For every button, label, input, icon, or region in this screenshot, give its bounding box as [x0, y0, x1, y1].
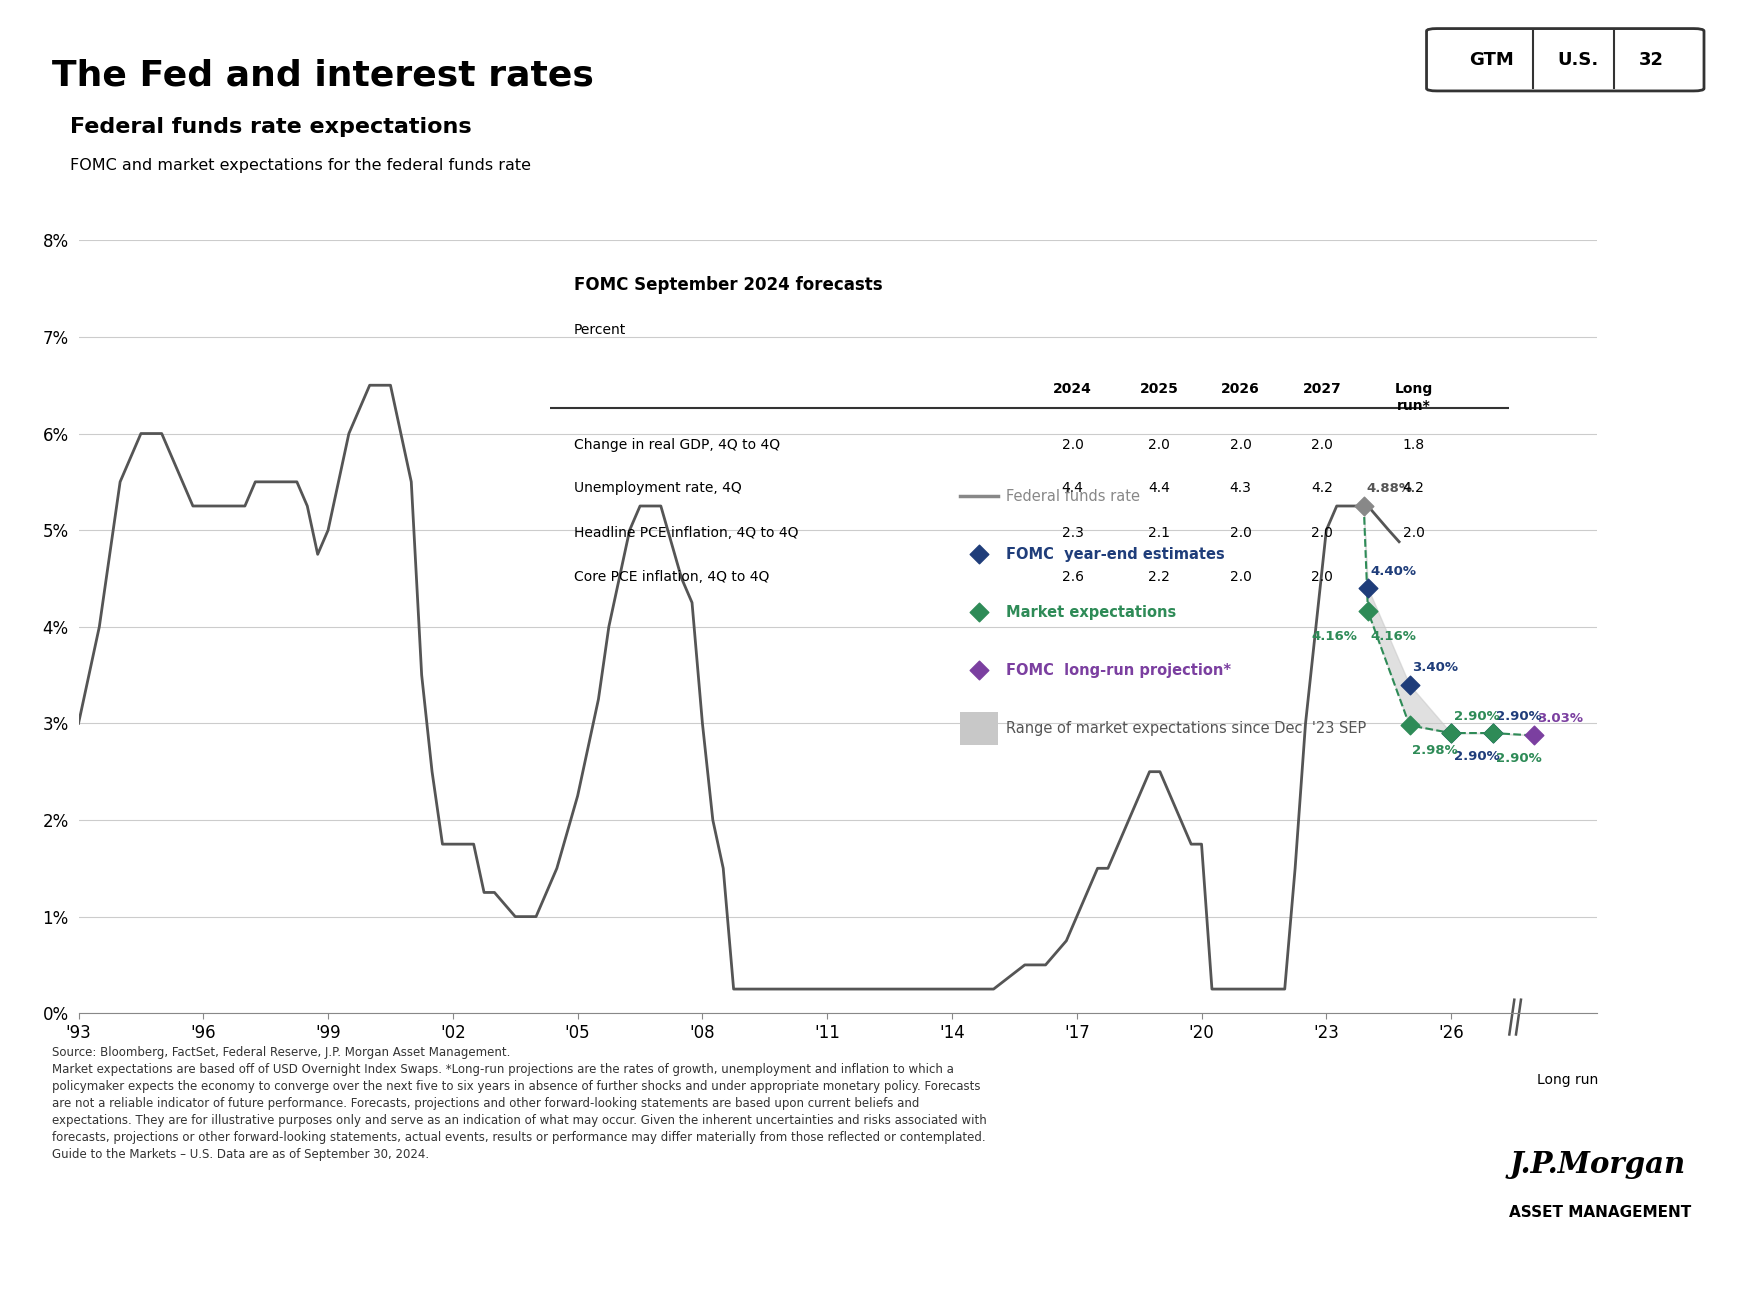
Point — [1354, 601, 1382, 622]
FancyBboxPatch shape — [1426, 29, 1703, 91]
Text: Federal funds rate expectations: Federal funds rate expectations — [70, 117, 471, 136]
Point — [1354, 578, 1382, 599]
Text: 4.2: 4.2 — [1310, 481, 1333, 495]
Text: 32: 32 — [1639, 51, 1665, 69]
Text: Unemployment rate, 4Q: Unemployment rate, 4Q — [574, 481, 742, 495]
Point — [1396, 674, 1424, 695]
Text: Change in real GDP, 4Q to 4Q: Change in real GDP, 4Q to 4Q — [574, 438, 780, 452]
Text: 2.0: 2.0 — [1403, 526, 1424, 539]
Text: 2.90%: 2.90% — [1495, 752, 1541, 765]
Text: 2026: 2026 — [1222, 382, 1260, 396]
Text: 4.4: 4.4 — [1061, 481, 1084, 495]
Text: 2.90%: 2.90% — [1454, 750, 1499, 763]
Text: The Fed and interest rates: The Fed and interest rates — [52, 58, 595, 92]
Text: Core PCE inflation, 4Q to 4Q: Core PCE inflation, 4Q to 4Q — [574, 570, 770, 585]
Text: Headline PCE inflation, 4Q to 4Q: Headline PCE inflation, 4Q to 4Q — [574, 526, 797, 539]
Text: 2.0: 2.0 — [1310, 570, 1333, 585]
Text: 2.6: 2.6 — [1061, 570, 1084, 585]
Text: FOMC  long-run projection*: FOMC long-run projection* — [1007, 662, 1232, 678]
Text: Market expectations: Market expectations — [1007, 605, 1176, 620]
Text: ASSET MANAGEMENT: ASSET MANAGEMENT — [1509, 1205, 1691, 1221]
Text: 2.0: 2.0 — [1061, 438, 1084, 452]
Point — [965, 660, 993, 681]
Text: 4.4: 4.4 — [1148, 481, 1171, 495]
Text: 2.0: 2.0 — [1230, 438, 1251, 452]
Point — [1478, 722, 1506, 743]
Text: 3.03%: 3.03% — [1537, 712, 1583, 725]
Point — [1478, 722, 1506, 743]
Text: 4.16%: 4.16% — [1312, 630, 1358, 643]
Text: 2.90%: 2.90% — [1454, 709, 1499, 722]
Text: J.P.Morgan: J.P.Morgan — [1509, 1150, 1686, 1178]
Text: 4.2: 4.2 — [1403, 481, 1424, 495]
Text: 1.8: 1.8 — [1403, 438, 1424, 452]
Text: 2.98%: 2.98% — [1412, 744, 1459, 757]
Text: 4.40%: 4.40% — [1372, 565, 1417, 578]
Text: FOMC and market expectations for the federal funds rate: FOMC and market expectations for the fed… — [70, 158, 530, 174]
Text: FOMC September 2024 forecasts: FOMC September 2024 forecasts — [574, 275, 883, 294]
Text: 2.2: 2.2 — [1148, 570, 1171, 585]
Text: 2025: 2025 — [1139, 382, 1178, 396]
Text: Federal funds rate: Federal funds rate — [1007, 488, 1139, 504]
Text: U.S.: U.S. — [1558, 51, 1598, 69]
Text: 3.40%: 3.40% — [1412, 661, 1459, 674]
Point — [1520, 725, 1548, 746]
Text: GTM: GTM — [1469, 51, 1515, 69]
Text: 2.0: 2.0 — [1148, 438, 1171, 452]
Point — [1438, 722, 1466, 743]
Point — [1438, 722, 1466, 743]
Text: 2.0: 2.0 — [1230, 526, 1251, 539]
Text: FOMC  year-end estimates: FOMC year-end estimates — [1007, 547, 1225, 561]
Text: Long
run*: Long run* — [1394, 382, 1433, 413]
Text: 2.3: 2.3 — [1061, 526, 1084, 539]
Point — [965, 601, 993, 622]
Text: Source: Bloomberg, FactSet, Federal Reserve, J.P. Morgan Asset Management.
Marke: Source: Bloomberg, FactSet, Federal Rese… — [52, 1046, 988, 1161]
Text: 2024: 2024 — [1054, 382, 1092, 396]
Text: 4.88%: 4.88% — [1366, 482, 1413, 495]
Text: 2.1: 2.1 — [1148, 526, 1171, 539]
Text: 2.0: 2.0 — [1310, 526, 1333, 539]
Text: 2.90%: 2.90% — [1495, 709, 1541, 722]
Text: Range of market expectations since Dec. '23 SEP: Range of market expectations since Dec. … — [1007, 721, 1366, 735]
Text: 2.0: 2.0 — [1310, 438, 1333, 452]
Text: 2027: 2027 — [1304, 382, 1342, 396]
Point — [1351, 496, 1379, 517]
Text: 4.16%: 4.16% — [1372, 630, 1417, 643]
Point — [965, 544, 993, 565]
FancyBboxPatch shape — [960, 712, 998, 744]
Text: 2.0: 2.0 — [1230, 570, 1251, 585]
Text: 4.3: 4.3 — [1230, 481, 1251, 495]
Text: Percent: Percent — [574, 323, 626, 338]
Text: Long run: Long run — [1537, 1073, 1598, 1087]
Point — [1396, 714, 1424, 735]
